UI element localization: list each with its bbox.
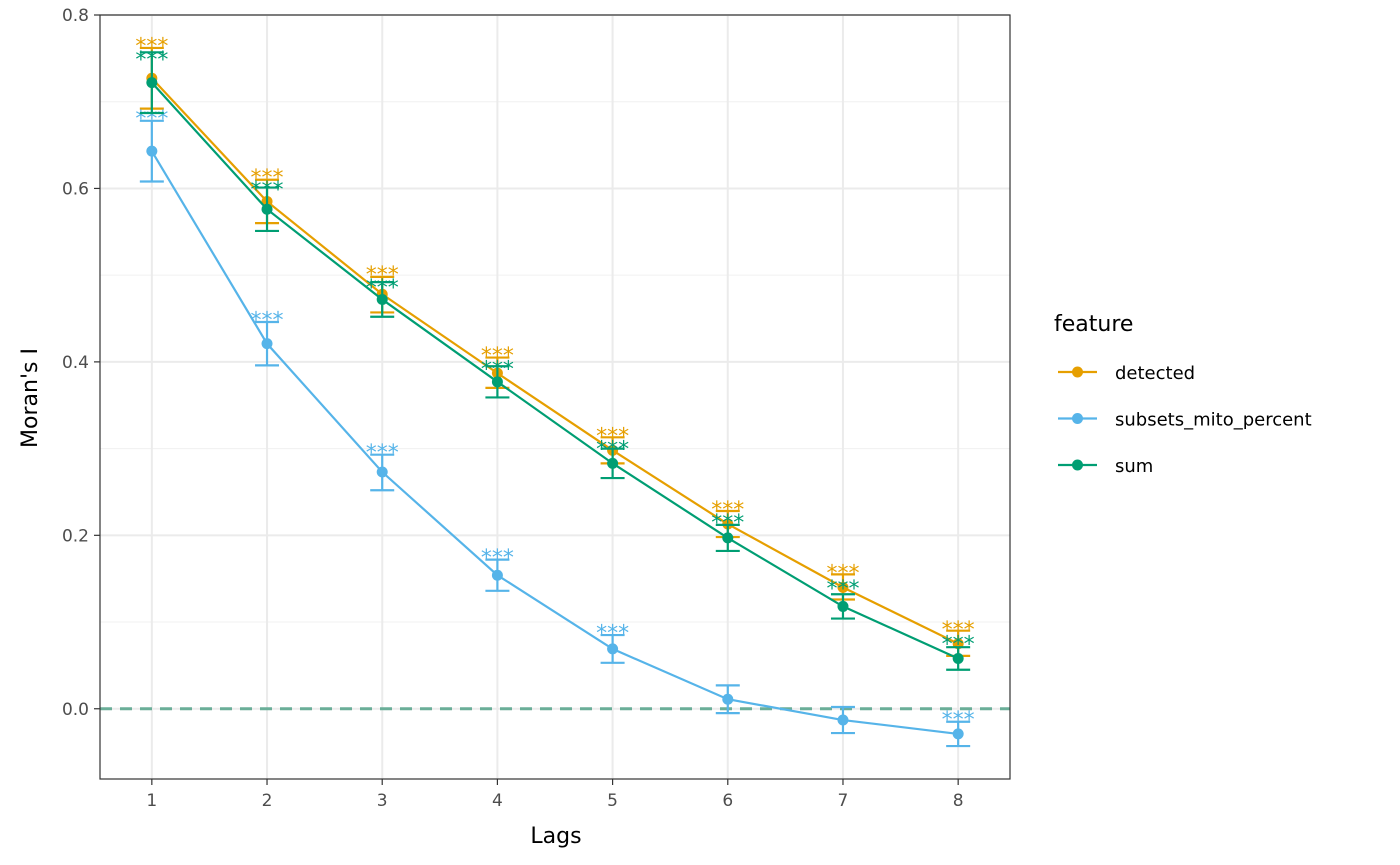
significance-label: *** xyxy=(251,308,284,333)
data-point xyxy=(146,77,158,89)
data-point xyxy=(607,457,619,469)
y-tick-label: 0.6 xyxy=(62,179,89,199)
y-tick-label: 0.4 xyxy=(62,353,89,373)
legend-item-detected: detected xyxy=(1058,363,1195,384)
legend-item-subsets_mito_percent: subsets_mito_percent xyxy=(1058,410,1312,431)
significance-label: *** xyxy=(942,618,975,643)
legend-key-point xyxy=(1072,459,1083,471)
data-point xyxy=(837,581,849,593)
significance-label: *** xyxy=(135,48,168,73)
data-point xyxy=(376,293,388,305)
y-tick-label: 0.2 xyxy=(62,526,89,546)
significance-label: *** xyxy=(826,577,859,602)
legend-title: feature xyxy=(1054,312,1133,337)
x-tick-label: 2 xyxy=(262,791,273,811)
x-axis: 1 2 3 4 5 6 7 8 xyxy=(146,779,964,811)
significance-label: *** xyxy=(942,633,975,658)
legend-key-point xyxy=(1072,366,1083,378)
significance-label: *** xyxy=(481,358,514,383)
legend-label: detected xyxy=(1115,363,1195,384)
data-point xyxy=(261,203,273,215)
series-detected: ************************ xyxy=(135,34,975,657)
series-line xyxy=(151,77,959,645)
data-point xyxy=(722,693,734,705)
legend-key-point xyxy=(1072,413,1083,424)
significance-label: *** xyxy=(711,498,744,523)
data-point xyxy=(837,600,849,612)
significance-label: *** xyxy=(481,344,514,369)
x-axis-title: Lags xyxy=(530,824,581,849)
x-tick-label: 1 xyxy=(146,791,157,811)
x-tick-label: 4 xyxy=(492,791,503,811)
data-point xyxy=(607,643,619,655)
significance-label: *** xyxy=(596,425,629,450)
series-line xyxy=(151,81,959,660)
significance-label: *** xyxy=(251,178,284,203)
significance-label: *** xyxy=(596,438,629,463)
data-point xyxy=(491,376,503,388)
y-axis: 0.0 0.2 0.4 0.6 0.8 xyxy=(62,6,100,720)
data-point xyxy=(376,466,388,478)
data-point xyxy=(261,338,273,350)
x-tick-label: 5 xyxy=(607,791,618,811)
series-layer: ****************************************… xyxy=(135,34,975,748)
significance-label: *** xyxy=(596,621,629,646)
grid-minor xyxy=(100,101,1010,623)
significance-label: *** xyxy=(366,441,399,466)
legend-label: subsets_mito_percent xyxy=(1115,410,1312,431)
y-tick-label: 0.8 xyxy=(62,6,89,26)
significance-label: *** xyxy=(366,276,399,301)
legend-label: sum xyxy=(1115,456,1153,477)
data-point xyxy=(952,728,964,740)
x-tick-label: 8 xyxy=(953,791,964,811)
data-point xyxy=(491,569,503,581)
x-tick-label: 3 xyxy=(377,791,388,811)
x-tick-label: 6 xyxy=(722,791,733,811)
legend-item-sum: sum xyxy=(1058,456,1153,477)
significance-label: *** xyxy=(826,562,859,587)
significance-label: *** xyxy=(942,708,975,733)
grid-major xyxy=(100,14,1010,779)
y-axis-title: Moran's I xyxy=(18,348,43,448)
data-point xyxy=(837,714,849,726)
data-point xyxy=(722,532,734,544)
data-point xyxy=(952,652,964,664)
x-tick-label: 7 xyxy=(838,791,849,811)
significance-label: *** xyxy=(711,511,744,536)
data-point xyxy=(146,145,158,157)
series-line xyxy=(150,150,959,735)
y-tick-label: 0.0 xyxy=(62,700,89,720)
significance-label: *** xyxy=(481,546,514,571)
panel-border xyxy=(99,14,1011,780)
series-sum: ************************ xyxy=(135,48,975,671)
